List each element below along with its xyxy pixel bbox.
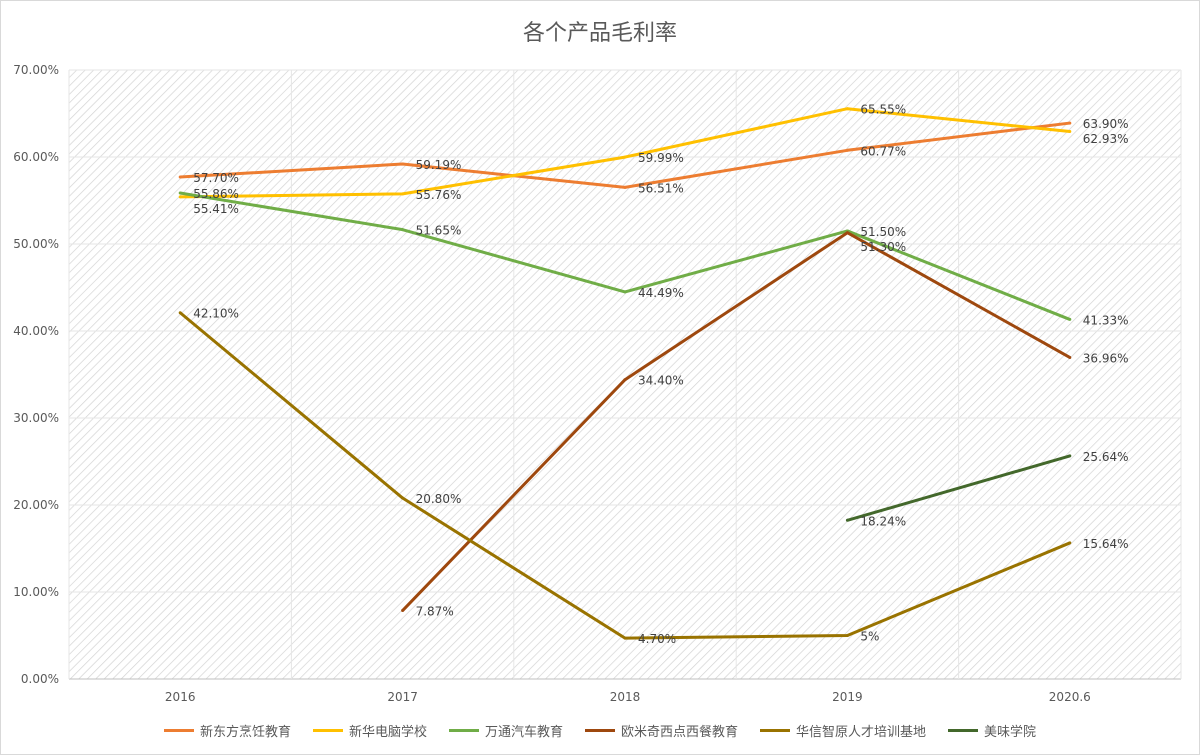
data-label: 57.70% [193,171,239,185]
data-label: 5% [860,630,879,644]
data-point [401,609,405,613]
data-point [1068,317,1072,321]
data-label: 15.64% [1083,537,1129,551]
data-point [623,290,627,294]
y-tick-label: 40.00% [13,324,59,338]
data-point [623,185,627,189]
legend-item: 新华电脑学校 [312,721,427,740]
data-point [623,155,627,159]
data-label: 4.70% [638,632,676,646]
legend-label: 新东方烹饪教育 [199,725,291,740]
data-point [845,518,849,522]
data-label: 51.30% [860,240,906,254]
data-label: 60.77% [860,144,906,158]
data-label: 18.24% [860,514,906,528]
y-tick-label: 20.00% [13,498,59,512]
y-tick-label: 50.00% [13,237,59,251]
data-label: 56.51% [638,181,684,195]
data-point [1068,541,1072,545]
y-tick-label: 70.00% [13,63,59,77]
legend-swatch [312,729,343,732]
x-tick-label: 2019 [832,690,863,704]
y-tick-label: 60.00% [13,150,59,164]
legend-swatch [163,729,194,732]
legend-item: 美味学院 [948,721,1036,740]
y-tick-label: 0.00% [21,672,59,686]
x-tick-label: 2016 [165,690,196,704]
data-point [178,311,182,315]
data-label: 59.99% [638,151,684,165]
legend-item: 华信智原人才培训基地 [760,721,926,740]
data-point [178,195,182,199]
x-tick-label: 2017 [387,690,418,704]
x-tick-label: 2018 [610,690,641,704]
legend-label: 美味学院 [984,725,1037,740]
data-point [401,162,405,166]
legend-swatch [948,729,979,732]
data-point [401,496,405,500]
data-point [1068,355,1072,359]
legend: 新东方烹饪教育 新华电脑学校 万通汽车教育 欧米奇西点西餐教育 华信智原人才培训基地 美味… [1,721,1199,740]
data-label: 65.55% [860,103,906,117]
data-label: 55.86% [193,187,239,201]
y-tick-label: 10.00% [13,585,59,599]
legend-swatch [448,729,479,732]
legend-item: 新东方烹饪教育 [163,721,291,740]
chart-title: 各个产品毛利率 [522,21,677,46]
data-label: 41.33% [1083,313,1129,327]
legend-label: 华信智原人才培训基地 [796,725,927,740]
data-point [401,192,405,196]
data-label: 55.76% [416,188,462,202]
data-label: 51.65% [416,224,462,238]
series-line [401,231,1071,612]
data-point [845,148,849,152]
data-point [178,175,182,179]
data-label: 7.87% [416,605,454,619]
legend-label: 欧米奇西点西餐教育 [621,725,739,740]
data-label: 62.93% [1083,132,1129,146]
data-point [845,107,849,111]
data-label: 55.41% [193,202,239,216]
data-label: 51.50% [860,225,906,239]
data-point [845,231,849,235]
data-point [401,228,405,232]
data-point [178,191,182,195]
x-tick-label: 2020.6 [1049,690,1091,704]
legend-item: 欧米奇西点西餐教育 [585,721,738,740]
legend-label: 新华电脑学校 [348,725,427,740]
data-label: 44.49% [638,286,684,300]
data-label: 34.40% [638,374,684,388]
legend-swatch [760,729,791,732]
data-point [1068,454,1072,458]
data-label: 36.96% [1083,351,1129,365]
legend-swatch [585,729,615,732]
data-label: 59.19% [416,158,462,172]
data-label: 25.64% [1083,450,1129,464]
data-point [623,636,627,640]
series-line [846,454,1071,522]
data-label: 42.10% [193,307,239,321]
data-point [845,634,849,637]
data-label: 20.80% [416,492,462,506]
legend-label: 万通汽车教育 [484,725,563,740]
data-point [1068,121,1072,125]
data-point [1068,130,1072,134]
data-label: 63.90% [1083,117,1129,131]
y-tick-label: 30.00% [13,411,59,425]
data-point [623,378,627,382]
legend-item: 万通汽车教育 [448,721,563,740]
plot-background [69,70,1181,679]
